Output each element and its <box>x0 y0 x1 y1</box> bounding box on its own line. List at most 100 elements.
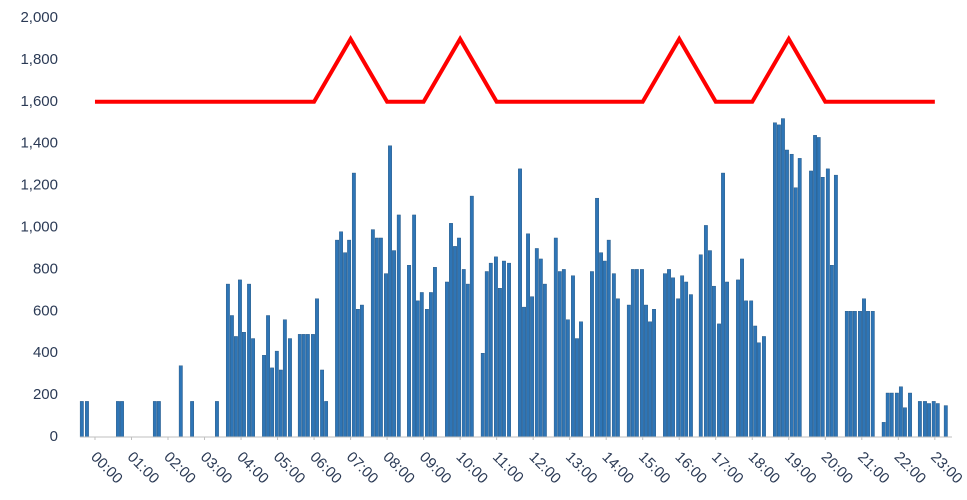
bar <box>749 300 754 438</box>
bar <box>526 233 530 438</box>
bar <box>494 256 498 438</box>
bar <box>120 401 124 438</box>
x-tick-label: 06:00 <box>306 449 345 488</box>
bar <box>282 319 287 438</box>
bar <box>370 229 375 438</box>
bar <box>461 269 466 438</box>
bar <box>671 277 675 438</box>
bar <box>522 306 526 438</box>
bar <box>740 258 744 438</box>
x-tick-label: 21:00 <box>854 449 893 488</box>
bar <box>311 334 315 438</box>
bar <box>744 300 748 438</box>
bar <box>480 353 485 438</box>
bar <box>225 283 230 438</box>
bar <box>703 225 708 438</box>
bar <box>889 392 894 438</box>
bar <box>762 336 766 438</box>
bar <box>917 401 922 438</box>
bar <box>599 252 603 438</box>
bar <box>488 262 493 438</box>
y-tick-label: 400 <box>33 344 58 361</box>
bar <box>116 401 120 438</box>
x-tick-label: 10:00 <box>452 449 491 488</box>
x-tick-label: 13:00 <box>562 449 601 488</box>
bar <box>190 401 195 438</box>
bar <box>85 401 89 438</box>
y-tick-label: 0 <box>50 428 58 445</box>
bar <box>793 187 798 438</box>
x-tick-label: 22:00 <box>891 449 930 488</box>
bar <box>590 271 594 438</box>
bar <box>230 315 234 438</box>
bar <box>351 172 356 438</box>
bar <box>156 401 161 438</box>
bar <box>335 239 339 438</box>
x-tick-label: 03:00 <box>197 449 236 488</box>
bar <box>557 271 562 438</box>
bar <box>347 239 352 438</box>
y-tick-label: 1,400 <box>20 135 58 152</box>
y-tick-label: 200 <box>33 386 58 403</box>
bar <box>152 401 157 438</box>
bar <box>785 149 789 438</box>
bar <box>457 237 461 438</box>
bar <box>412 214 417 438</box>
bar <box>530 296 534 438</box>
y-tick-label: 1,200 <box>20 177 58 194</box>
x-tick-label: 20:00 <box>818 449 857 488</box>
x-tick-label: 18:00 <box>745 449 784 488</box>
bar <box>579 321 583 438</box>
bar <box>626 304 631 438</box>
bar <box>602 260 607 438</box>
bar <box>484 271 489 438</box>
bar <box>923 401 927 438</box>
bar <box>465 283 470 438</box>
bar <box>652 309 656 438</box>
bar <box>689 294 693 438</box>
bar <box>247 283 251 438</box>
bar <box>288 338 292 438</box>
x-tick-label: 14:00 <box>599 449 638 488</box>
bar <box>816 137 821 438</box>
line <box>94 34 935 104</box>
x-tick-label: 17:00 <box>708 449 747 488</box>
x-tick-label: 19:00 <box>781 449 820 488</box>
bar <box>935 403 940 438</box>
bar <box>79 401 84 438</box>
bar <box>297 334 302 438</box>
bar <box>648 321 652 438</box>
bar <box>894 392 899 438</box>
bar <box>680 275 685 438</box>
bar <box>469 195 474 438</box>
bar <box>833 174 838 438</box>
y-tick-label: 1,000 <box>20 218 58 235</box>
bar <box>676 298 681 438</box>
bar <box>518 168 522 438</box>
x-tick-label: 07:00 <box>343 449 382 488</box>
bar <box>251 338 255 438</box>
bar <box>825 168 830 438</box>
bar <box>343 252 348 438</box>
bar <box>407 265 411 438</box>
bar <box>848 311 853 438</box>
bar <box>858 311 862 438</box>
bar <box>392 250 396 438</box>
bar <box>797 158 802 438</box>
bar <box>266 315 270 438</box>
x-tick-label: 08:00 <box>379 449 418 488</box>
bar <box>644 304 648 438</box>
bar <box>630 269 635 438</box>
bar <box>238 279 242 438</box>
bar <box>339 231 343 438</box>
bar <box>575 338 579 438</box>
bar <box>433 267 437 438</box>
bar <box>862 298 866 438</box>
bar <box>927 403 931 438</box>
bar <box>234 336 238 438</box>
bar <box>498 288 502 438</box>
bar <box>777 124 781 438</box>
bar <box>721 172 725 438</box>
bar <box>278 369 283 438</box>
